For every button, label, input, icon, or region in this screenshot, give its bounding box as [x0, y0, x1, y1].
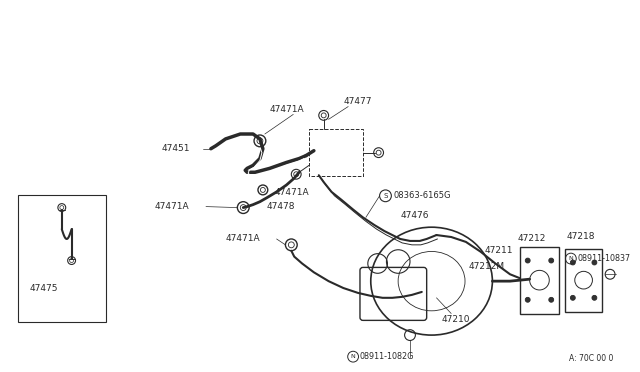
- Circle shape: [548, 258, 554, 263]
- Text: 47478: 47478: [267, 202, 295, 211]
- Text: 47210: 47210: [442, 315, 470, 324]
- Circle shape: [570, 295, 575, 300]
- Circle shape: [592, 295, 597, 300]
- Text: 47475: 47475: [29, 283, 58, 292]
- Text: 47471A: 47471A: [269, 105, 305, 114]
- Text: 47212M: 47212M: [469, 262, 505, 271]
- Circle shape: [592, 260, 597, 265]
- Circle shape: [570, 260, 575, 265]
- Bar: [565, 249, 602, 311]
- Text: 47212: 47212: [518, 234, 547, 243]
- Text: 47471A: 47471A: [225, 234, 260, 243]
- Text: 47477: 47477: [343, 97, 372, 106]
- Text: 47218: 47218: [567, 231, 595, 241]
- Text: N: N: [568, 256, 573, 261]
- Text: 08911-10837: 08911-10837: [578, 254, 631, 263]
- Bar: [18, 195, 106, 323]
- Text: 08911-1082G: 08911-1082G: [360, 352, 414, 361]
- Text: 47476: 47476: [400, 211, 429, 220]
- Circle shape: [525, 297, 530, 302]
- Text: 47471A: 47471A: [275, 188, 309, 198]
- Text: A: 70C 00 0: A: 70C 00 0: [569, 354, 613, 363]
- Text: N: N: [351, 354, 355, 359]
- Text: 47471A: 47471A: [155, 202, 189, 211]
- Text: 47211: 47211: [484, 246, 513, 255]
- Circle shape: [525, 258, 530, 263]
- Bar: [520, 247, 559, 314]
- Text: 47451: 47451: [162, 144, 190, 153]
- Text: 08363-6165G: 08363-6165G: [394, 191, 451, 200]
- Circle shape: [548, 297, 554, 302]
- Bar: [309, 129, 363, 176]
- Text: S: S: [383, 193, 388, 199]
